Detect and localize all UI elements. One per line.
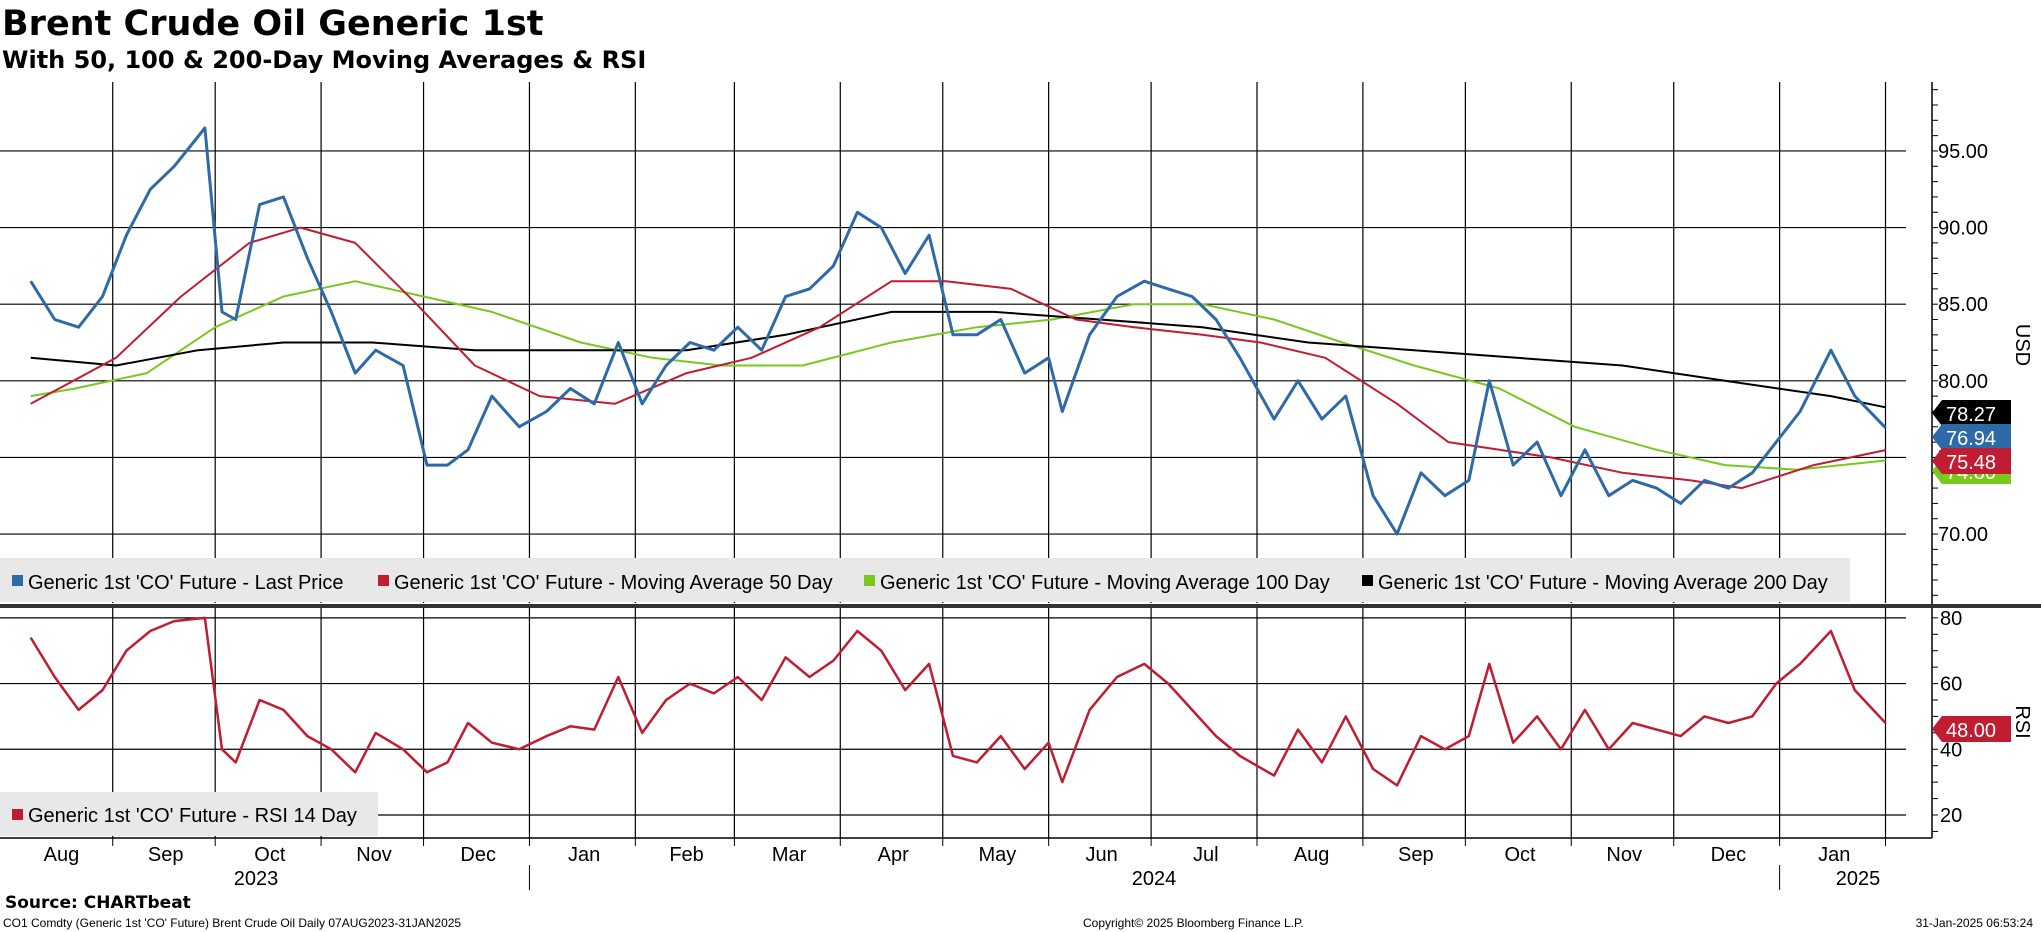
- legend-label: Generic 1st 'CO' Future - RSI 14 Day: [28, 805, 357, 827]
- legend-swatch: [12, 809, 23, 820]
- legend-label: Generic 1st 'CO' Future - Last Price: [28, 572, 344, 594]
- last-value-tag: [1932, 448, 2011, 474]
- chart-subtitle: With 50, 100 & 200-Day Moving Averages &…: [2, 46, 647, 74]
- price-panel-series: [29, 126, 1887, 536]
- x-tick-label: Nov: [1606, 844, 1642, 866]
- x-tick-label: Sep: [1398, 844, 1434, 866]
- x-tick-label: Jan: [568, 844, 600, 866]
- x-tick-label: Aug: [44, 844, 80, 866]
- footer-security: CO1 Comdty (Generic 1st 'CO' Future) Bre…: [3, 916, 462, 930]
- x-tick-label: Aug: [1294, 844, 1330, 866]
- footer-timestamp: 31-Jan-2025 06:53:24: [1915, 916, 2033, 930]
- legend-label: Generic 1st 'CO' Future - Moving Average…: [880, 572, 1330, 594]
- series-line-ma50: [30, 226, 1886, 490]
- y-tick-label: 80: [1940, 608, 1962, 630]
- last-value-tag: [1932, 716, 2011, 742]
- y-tick-label: 70.00: [1938, 524, 1988, 546]
- year-label: 2023: [234, 868, 279, 890]
- y-tick-label: 95.00: [1938, 141, 1988, 163]
- x-tick-label: Jul: [1193, 844, 1219, 866]
- last-value-text: 48.00: [1946, 720, 1996, 742]
- x-tick-label: Oct: [1504, 844, 1536, 866]
- series-line-ma200: [30, 310, 1886, 409]
- x-tick-label: Dec: [460, 844, 496, 866]
- y-tick-label: 85.00: [1938, 294, 1988, 316]
- series-line-rsi: [29, 616, 1887, 787]
- rsi-grid: [0, 608, 1906, 838]
- y-axis-title-usd: USD: [2011, 324, 2033, 366]
- x-tick-label: Apr: [878, 844, 909, 866]
- y-tick-label: 90.00: [1938, 218, 1988, 240]
- y-tick-label: 60: [1940, 674, 1962, 696]
- year-label: 2025: [1836, 868, 1881, 890]
- footer-copyright: Copyright© 2025 Bloomberg Finance L.P.: [1083, 916, 1304, 930]
- y-tick-label: 40: [1940, 739, 1962, 761]
- x-tick-label: Jun: [1085, 844, 1117, 866]
- legend-box: [0, 558, 1850, 602]
- legend-swatch: [378, 575, 389, 586]
- x-tick-label: Jan: [1818, 844, 1850, 866]
- last-value-text: 75.48: [1946, 452, 1996, 474]
- last-value-tag: [1932, 400, 2011, 426]
- y-axis-title-rsi: RSI: [2011, 705, 2033, 738]
- legend-box: [0, 792, 378, 836]
- legend-label: Generic 1st 'CO' Future - Moving Average…: [1378, 572, 1828, 594]
- x-tick-label: Feb: [669, 844, 703, 866]
- last-value-tag: [1932, 424, 2011, 450]
- x-tick-label: Oct: [254, 844, 286, 866]
- series-line-ma100: [30, 280, 1886, 471]
- legend-swatch: [864, 575, 875, 586]
- series-line-price: [29, 126, 1887, 536]
- legend-swatch: [1362, 575, 1373, 586]
- legends: Generic 1st 'CO' Future - Last Price Gene…: [0, 558, 1850, 836]
- chart-title: Brent Crude Oil Generic 1st: [2, 4, 544, 44]
- year-label: 2024: [1132, 868, 1177, 890]
- x-tick-label: May: [979, 844, 1017, 866]
- y-tick-label: 80.00: [1938, 371, 1988, 393]
- y-tick-label: 20: [1940, 805, 1962, 827]
- source-note: Source: CHARTbeat: [5, 893, 191, 913]
- rsi-panel-series: [29, 616, 1887, 787]
- legend-label: Generic 1st 'CO' Future - Moving Average…: [394, 572, 833, 594]
- last-value-text: 78.27: [1946, 404, 1996, 426]
- last-value-text: 76.94: [1946, 428, 1996, 450]
- x-tick-label: Sep: [148, 844, 184, 866]
- legend-swatch: [12, 575, 23, 586]
- x-tick-label: Nov: [356, 844, 392, 866]
- x-tick-label: Mar: [772, 844, 807, 866]
- x-tick-label: Dec: [1711, 844, 1747, 866]
- axes: 95.0090.0085.0080.0075.0070.0080604020US…: [0, 82, 2041, 890]
